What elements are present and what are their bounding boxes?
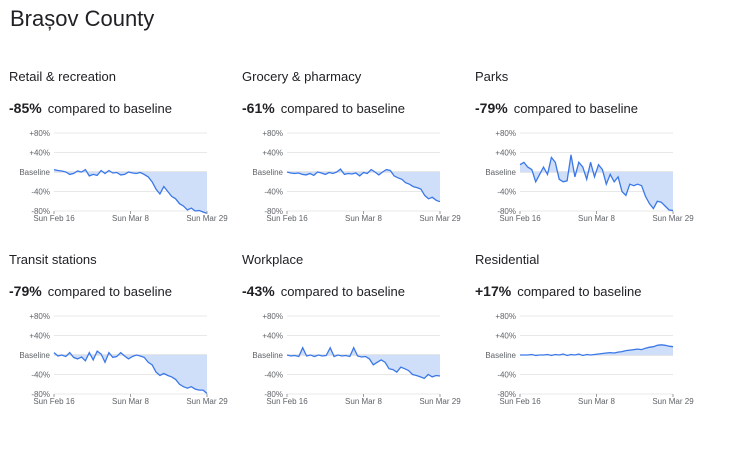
y-tick-label: -80% — [264, 390, 283, 399]
x-tick-label: Sun Feb 16 — [266, 397, 308, 406]
series-area — [54, 351, 207, 394]
chart-card: Retail & recreation -85% compared to basel… — [9, 69, 239, 249]
chart-card: Residential +17% compared to baseline +80% +… — [475, 252, 705, 432]
series-area — [520, 154, 673, 211]
x-tick-label: Sun Mar 29 — [186, 397, 228, 406]
y-tick-label: -80% — [31, 207, 50, 216]
chart-title: Retail & recreation — [9, 69, 116, 84]
x-tick-label: Sun Mar 8 — [112, 397, 149, 406]
chart-title: Workplace — [242, 252, 304, 267]
mobility-chart: +80% +40% Baseline -40% -80%Sun Feb 16 Sun Ma… — [252, 129, 461, 223]
mobility-chart: +80% +40% Baseline -40% -80%Sun Feb 16 Sun Ma… — [485, 312, 694, 406]
x-tick-label: Sun Feb 16 — [499, 397, 541, 406]
chart-summary: -79% compared to baseline — [9, 283, 172, 299]
y-tick-label: -40% — [31, 371, 50, 380]
x-tick-label: Sun Feb 16 — [266, 214, 308, 223]
chart-card: Transit stations -79% compared to baseline… — [9, 252, 239, 432]
chart-title: Residential — [475, 252, 540, 267]
page-title: Brașov County — [10, 6, 155, 31]
x-tick-label: Sun Mar 29 — [419, 214, 461, 223]
chart-summary: +17% compared to baseline — [475, 283, 642, 299]
chart-summary: -43% compared to baseline — [242, 283, 405, 299]
chart-card: Workplace -43% compared to baseline +80% +40… — [242, 252, 472, 432]
x-tick-label: Sun Feb 16 — [499, 214, 541, 223]
percent-change: -79% — [475, 100, 508, 116]
series-area — [287, 347, 440, 379]
series-line — [286, 346, 441, 380]
chart-title: Transit stations — [9, 252, 97, 267]
compare-label: compared to baseline — [513, 101, 638, 116]
x-tick-label: Sun Feb 16 — [33, 397, 75, 406]
y-tick-label: +40% — [495, 332, 516, 341]
y-tick-label: -40% — [497, 371, 516, 380]
y-tick-label: -40% — [497, 188, 516, 197]
x-tick-label: Sun Mar 29 — [652, 397, 694, 406]
x-tick-label: Sun Mar 8 — [345, 214, 382, 223]
y-tick-label: +80% — [29, 312, 50, 321]
y-tick-label: Baseline — [485, 351, 516, 360]
percent-change: -79% — [9, 283, 42, 299]
x-tick-label: Sun Mar 29 — [652, 214, 694, 223]
y-tick-label: Baseline — [485, 168, 516, 177]
y-tick-label: Baseline — [19, 351, 50, 360]
y-tick-label: +40% — [495, 149, 516, 158]
percent-change: -61% — [242, 100, 275, 116]
x-tick-label: Sun Mar 29 — [419, 397, 461, 406]
y-tick-label: +80% — [29, 129, 50, 138]
compare-label: compared to baseline — [280, 284, 405, 299]
x-tick-label: Sun Mar 8 — [345, 397, 382, 406]
chart-card: Parks -79% compared to baseline +80% +40% Bas… — [475, 69, 705, 249]
x-tick-label: Sun Mar 8 — [112, 214, 149, 223]
series-line — [520, 344, 674, 357]
y-tick-label: +80% — [262, 312, 283, 321]
y-tick-label: -80% — [497, 390, 516, 399]
y-tick-label: -80% — [264, 207, 283, 216]
series-line — [53, 350, 208, 394]
series-line — [286, 168, 441, 203]
mobility-chart: +80% +40% Baseline -40% -80%Sun Feb 16 Sun Ma… — [252, 312, 461, 406]
compare-label: compared to baseline — [47, 284, 172, 299]
chart-card: Grocery & pharmacy -61% compared to baseli… — [242, 69, 472, 249]
mobility-chart: +80% +40% Baseline -40% -80%Sun Feb 16 Sun Ma… — [19, 129, 228, 223]
percent-change: -85% — [9, 100, 42, 116]
chart-summary: -85% compared to baseline — [9, 100, 172, 116]
series-area — [54, 169, 207, 214]
mobility-chart: +80% +40% Baseline -40% -80%Sun Feb 16 Sun Ma… — [19, 312, 228, 406]
x-tick-label: Sun Mar 8 — [578, 397, 615, 406]
y-tick-label: -40% — [264, 371, 283, 380]
y-tick-label: Baseline — [252, 168, 283, 177]
compare-label: compared to baseline — [47, 101, 172, 116]
y-tick-label: -80% — [497, 207, 516, 216]
chart-title: Parks — [475, 69, 509, 84]
y-tick-label: +80% — [495, 312, 516, 321]
chart-summary: -61% compared to baseline — [242, 100, 405, 116]
x-tick-label: Sun Feb 16 — [33, 214, 75, 223]
y-tick-label: Baseline — [19, 168, 50, 177]
y-tick-label: +40% — [262, 149, 283, 158]
y-tick-label: -40% — [264, 188, 283, 197]
y-tick-label: Baseline — [252, 351, 283, 360]
x-tick-label: Sun Mar 29 — [186, 214, 228, 223]
compare-label: compared to baseline — [280, 101, 405, 116]
y-tick-label: -80% — [31, 390, 50, 399]
percent-change: +17% — [475, 283, 512, 299]
y-tick-label: -40% — [31, 188, 50, 197]
compare-label: compared to baseline — [517, 284, 642, 299]
percent-change: -43% — [242, 283, 275, 299]
y-tick-label: +40% — [29, 332, 50, 341]
chart-title: Grocery & pharmacy — [242, 69, 362, 84]
x-tick-label: Sun Mar 8 — [578, 214, 615, 223]
y-tick-label: +80% — [262, 129, 283, 138]
chart-summary: -79% compared to baseline — [475, 100, 638, 116]
series-area — [520, 344, 673, 356]
mobility-chart: +80% +40% Baseline -40% -80%Sun Feb 16 Sun Ma… — [485, 129, 694, 223]
y-tick-label: +40% — [262, 332, 283, 341]
series-area — [287, 169, 440, 202]
y-tick-label: +40% — [29, 149, 50, 158]
y-tick-label: +80% — [495, 129, 516, 138]
series-line — [53, 168, 208, 215]
series-line — [519, 154, 674, 212]
